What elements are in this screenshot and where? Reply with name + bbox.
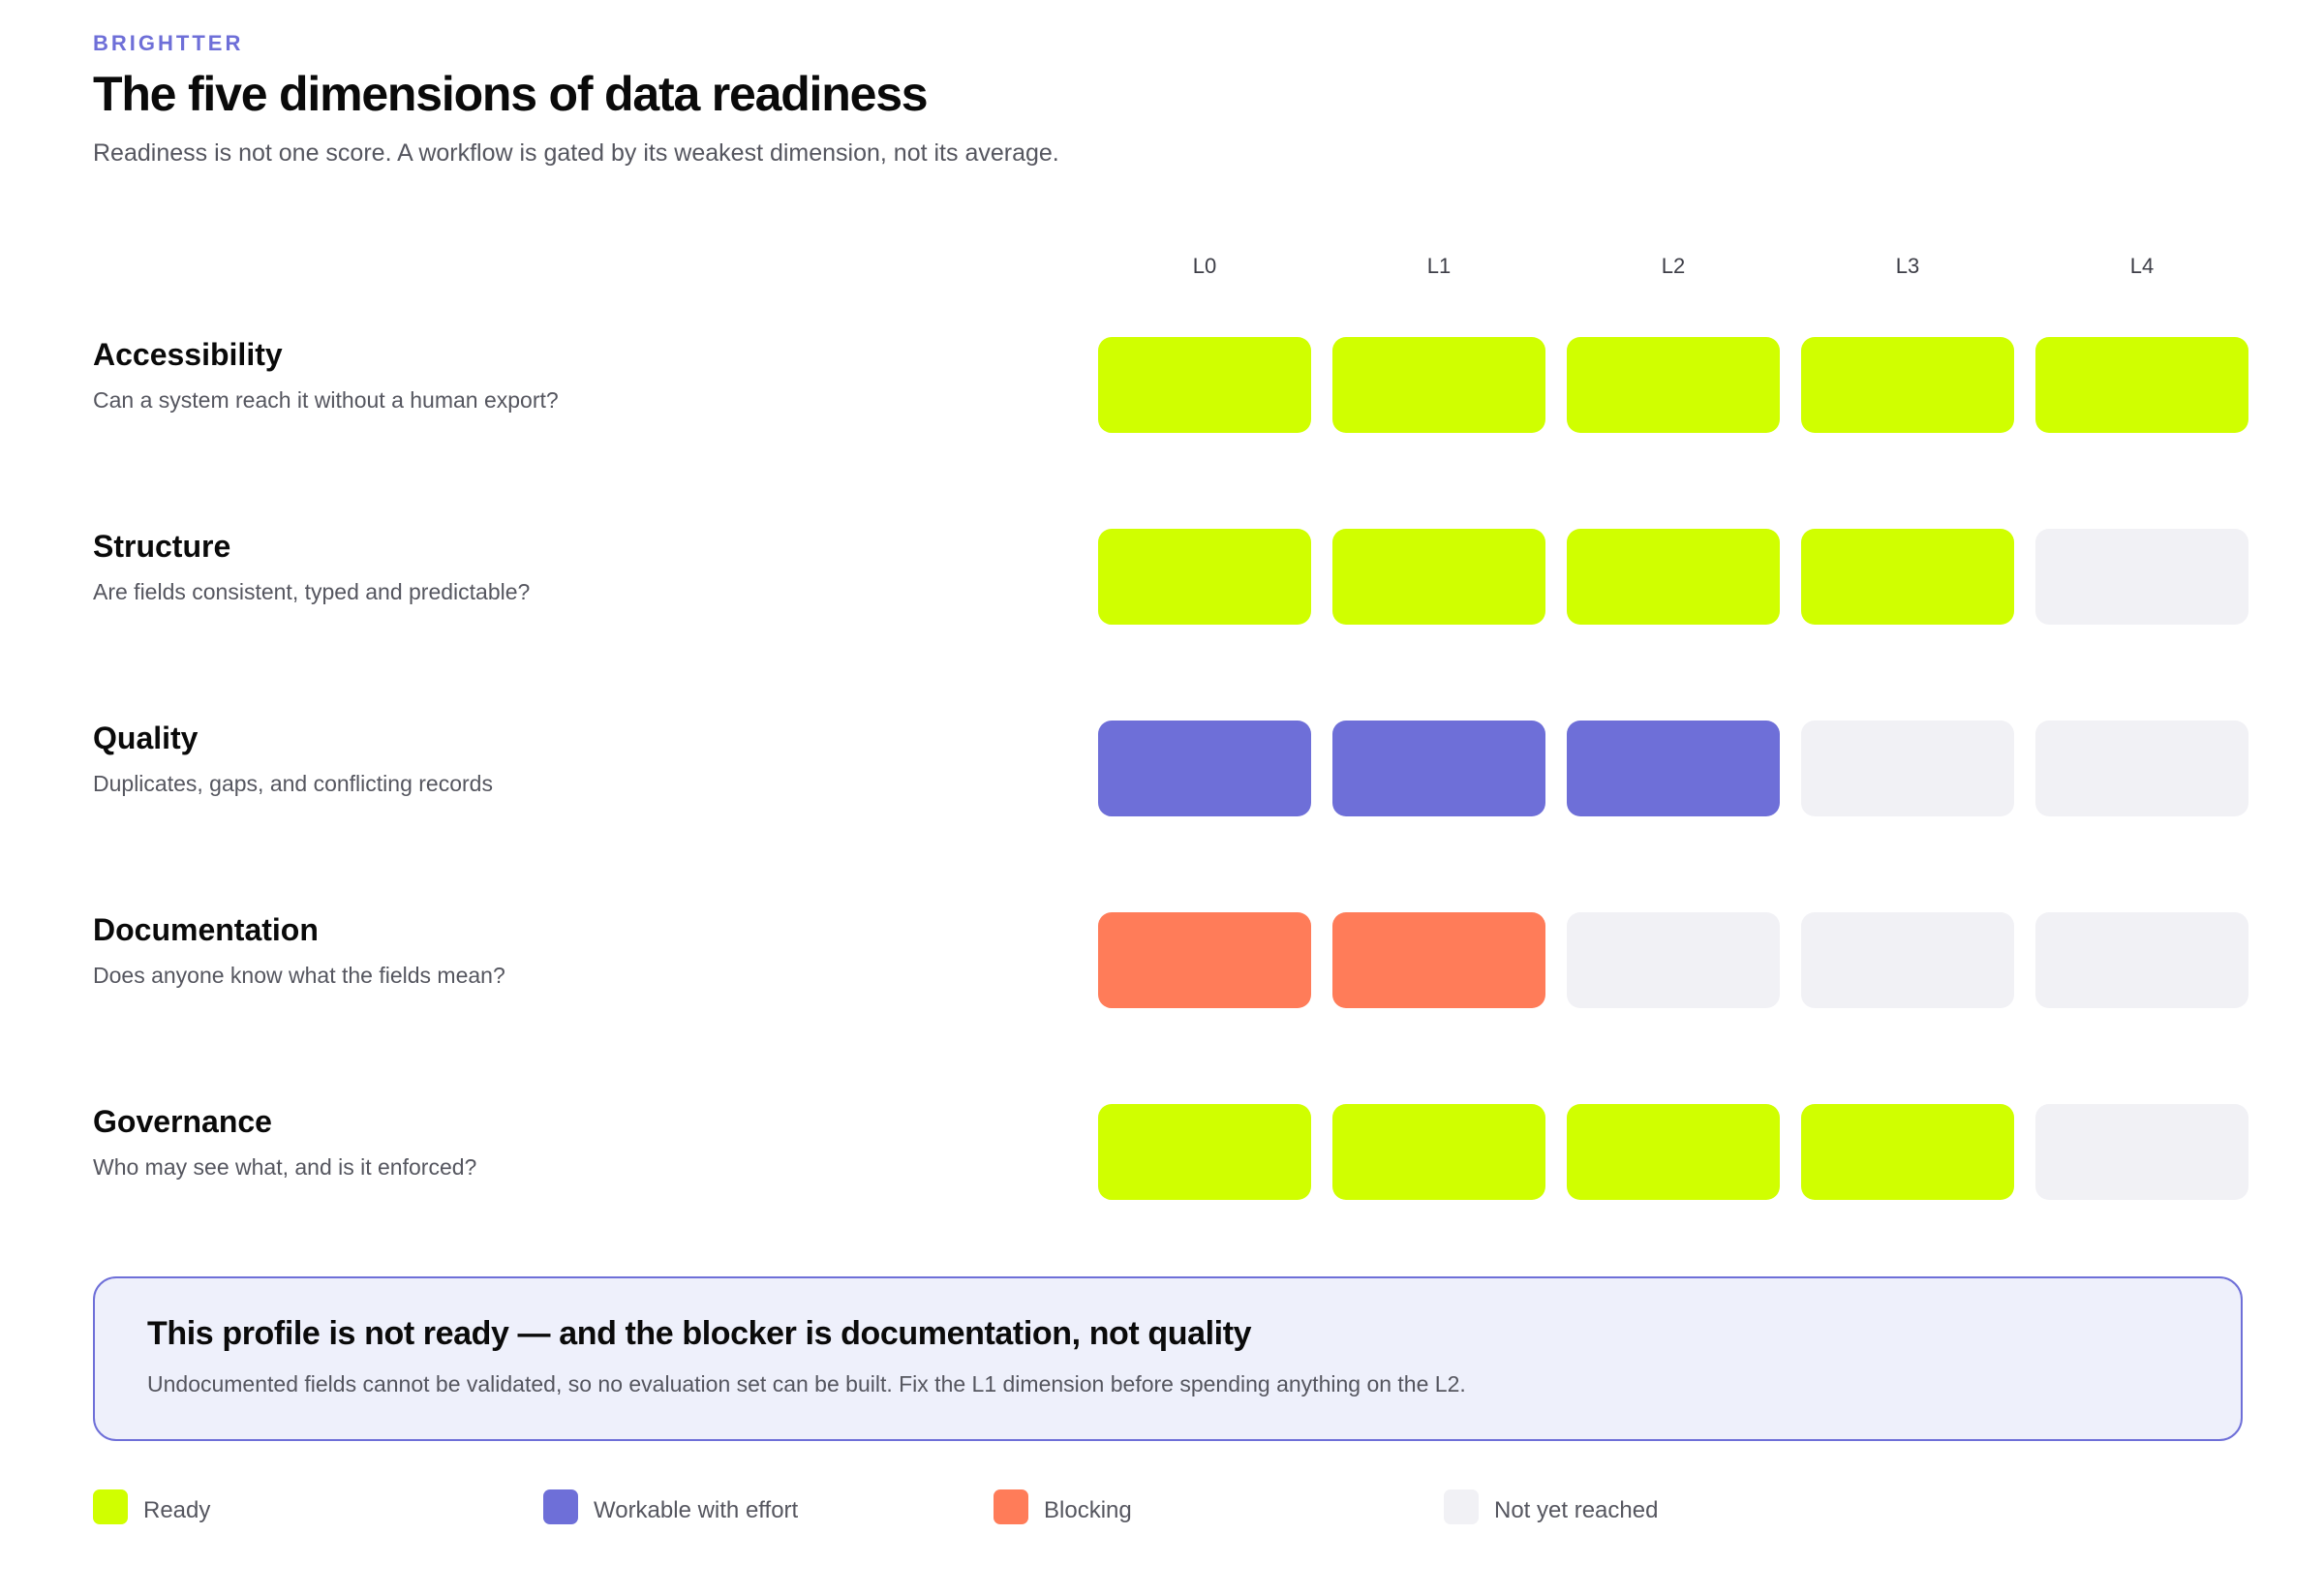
row-description-accessibility: Can a system reach it without a human ex…	[93, 387, 559, 413]
cell-structure-l3	[1801, 529, 2014, 625]
row-label-governance: Governance	[93, 1104, 272, 1139]
page-subtitle: Readiness is not one score. A workflow i…	[93, 139, 1059, 167]
brand-label: BRIGHTTER	[93, 31, 244, 55]
page-title: The five dimensions of data readiness	[93, 67, 929, 121]
legend-label: Ready	[143, 1497, 211, 1523]
row-description-governance: Who may see what, and is it enforced?	[93, 1154, 477, 1180]
cell-accessibility-l3	[1801, 337, 2014, 433]
column-header-l3: L3	[1895, 254, 1920, 278]
callout-title: This profile is not ready — and the bloc…	[147, 1315, 1252, 1352]
cell-governance-l2	[1567, 1104, 1780, 1200]
cell-structure-l1	[1332, 529, 1545, 625]
column-header-l2: L2	[1661, 254, 1686, 278]
cell-quality-l1	[1332, 721, 1545, 816]
row-label-quality: Quality	[93, 721, 199, 755]
cell-quality-l4	[2035, 721, 2248, 816]
cell-governance-l4	[2035, 1104, 2248, 1200]
column-header-l1: L1	[1426, 254, 1452, 278]
cell-accessibility-l4	[2035, 337, 2248, 433]
cell-governance-l0	[1098, 1104, 1311, 1200]
cell-structure-l4	[2035, 529, 2248, 625]
cell-structure-l0	[1098, 529, 1311, 625]
cell-quality-l0	[1098, 721, 1311, 816]
cell-accessibility-l0	[1098, 337, 1311, 433]
cell-quality-l3	[1801, 721, 2014, 816]
row-description-structure: Are fields consistent, typed and predict…	[93, 579, 531, 604]
cell-documentation-l4	[2035, 912, 2248, 1008]
cell-documentation-l2	[1567, 912, 1780, 1008]
legend-swatch	[93, 1489, 128, 1524]
callout-box: This profile is not ready — and the bloc…	[93, 1276, 2243, 1441]
cell-structure-l2	[1567, 529, 1780, 625]
legend-label: Blocking	[1044, 1497, 1132, 1523]
cell-quality-l2	[1567, 721, 1780, 816]
legend-swatch	[1444, 1489, 1479, 1524]
row-description-quality: Duplicates, gaps, and conflicting record…	[93, 771, 493, 796]
row-label-documentation: Documentation	[93, 912, 319, 947]
cell-documentation-l1	[1332, 912, 1545, 1008]
cell-accessibility-l2	[1567, 337, 1780, 433]
legend-swatch	[543, 1489, 578, 1524]
legend-swatch	[994, 1489, 1028, 1524]
legend-label: Not yet reached	[1494, 1497, 1659, 1523]
cell-governance-l3	[1801, 1104, 2014, 1200]
row-label-accessibility: Accessibility	[93, 337, 283, 372]
callout-body: Undocumented fields cannot be validated,…	[147, 1371, 1466, 1396]
column-header-l4: L4	[2129, 254, 2155, 278]
row-description-documentation: Does anyone know what the fields mean?	[93, 963, 505, 988]
cell-accessibility-l1	[1332, 337, 1545, 433]
cell-documentation-l3	[1801, 912, 2014, 1008]
legend-label: Workable with effort	[594, 1497, 799, 1523]
cell-governance-l1	[1332, 1104, 1545, 1200]
cell-documentation-l0	[1098, 912, 1311, 1008]
row-label-structure: Structure	[93, 529, 231, 564]
column-header-l0: L0	[1192, 254, 1217, 278]
